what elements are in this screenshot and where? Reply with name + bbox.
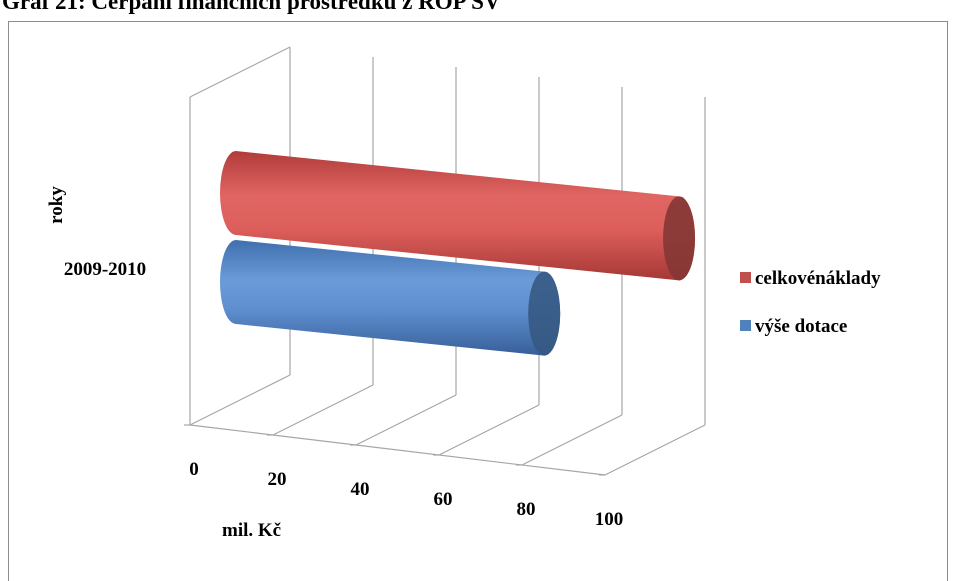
x-tick-label: 80 — [517, 499, 536, 520]
legend-label-celkove-naklady: celkovénáklady — [755, 268, 881, 289]
side-wall-edge — [189, 374, 291, 426]
x-tick-label: 20 — [268, 469, 287, 490]
legend-swatch-celkove-naklady — [740, 272, 751, 283]
bar-celkove-naklady — [220, 151, 696, 281]
floor-gridline — [521, 414, 623, 466]
page-title: Graf 21: Čerpání finančních prostředků z… — [2, 0, 501, 14]
floor-gridline — [355, 394, 457, 446]
x-axis-line — [189, 424, 606, 476]
legend: celkovénáklady výše dotace — [740, 268, 881, 337]
bar-end-shade — [528, 271, 561, 356]
floor-gridline — [272, 384, 374, 436]
bar-body — [220, 151, 696, 281]
x-tick-label: 60 — [434, 489, 453, 510]
bar-vyse-dotace — [220, 240, 561, 356]
bar-body — [220, 240, 561, 356]
axes: 0 20 40 60 80 100 — [184, 46, 624, 530]
bar-end-shade — [663, 196, 696, 281]
side-wall-edge — [189, 46, 291, 98]
x-tick-label: 40 — [351, 479, 370, 500]
x-tick-label: 0 — [189, 459, 199, 480]
bar-end-cap — [528, 271, 561, 356]
bar-end-cap — [663, 196, 696, 281]
floor-gridline — [438, 404, 540, 456]
x-tick-label: 100 — [595, 509, 624, 530]
floor-gridline — [604, 424, 706, 476]
category-label: 2009-2010 — [64, 259, 146, 280]
x-axis-title: mil. Kč — [222, 520, 281, 541]
y-axis-title: roky — [46, 186, 67, 224]
legend-swatch-vyse-dotace — [740, 320, 751, 331]
legend-label-vyse-dotace: výše dotace — [755, 316, 847, 337]
bars — [220, 151, 696, 356]
